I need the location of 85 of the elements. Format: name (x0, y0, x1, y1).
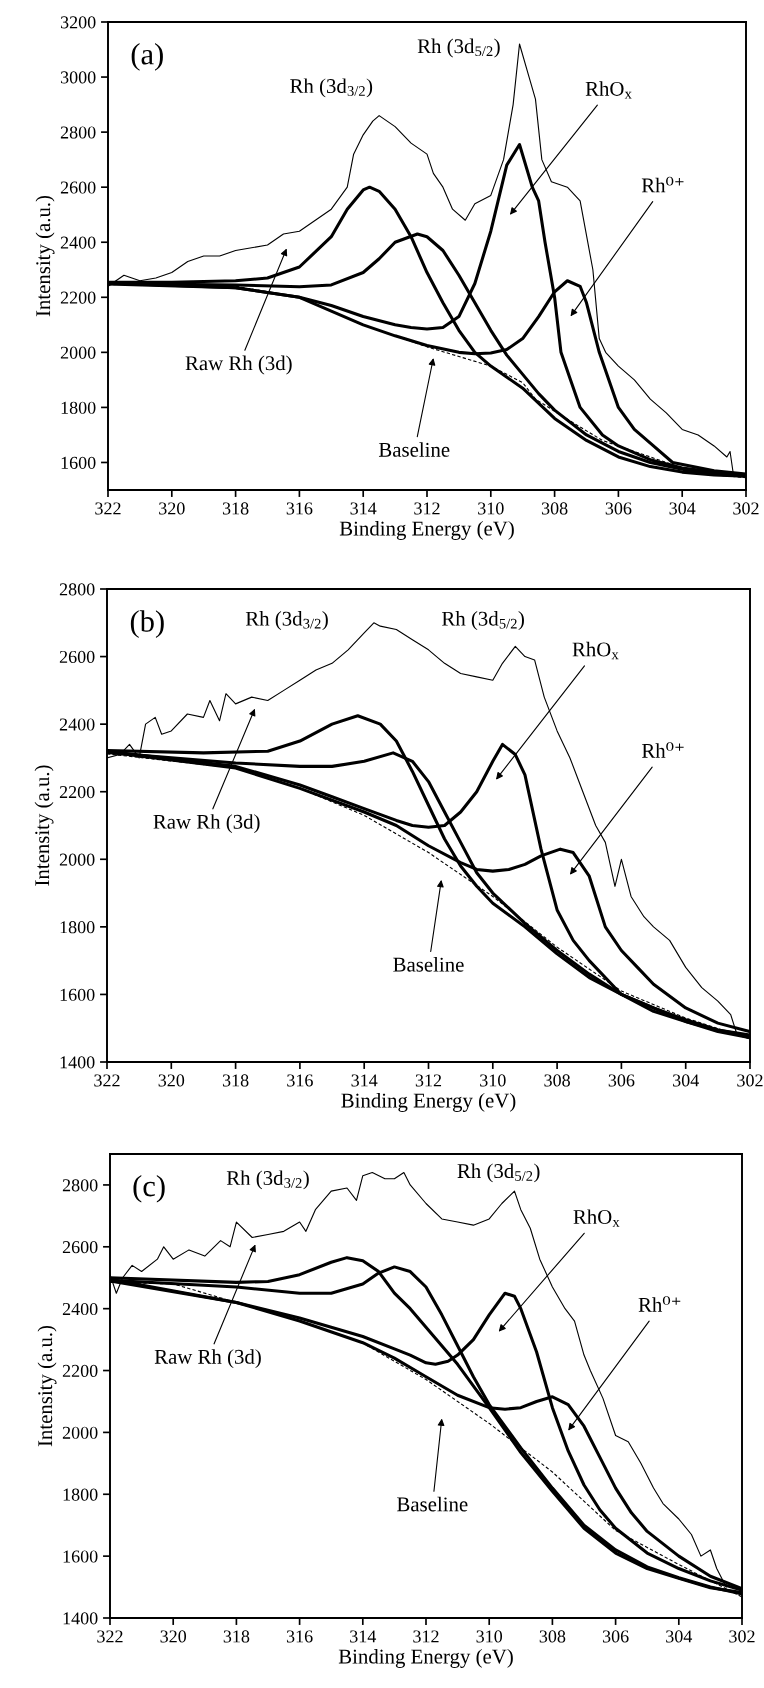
annotation: Rh (3d$_{3/2}$) (245, 611, 328, 630)
x-axis-title: Binding Energy (eV) (341, 1092, 516, 1112)
x-tick-label: 304 (666, 1630, 693, 1643)
y-tick-label: 1800 (61, 401, 96, 414)
y-tick-label: 2600 (62, 1241, 98, 1254)
annotation: RhO$_{x}$ (572, 641, 619, 660)
x-tick-label: 320 (160, 1630, 187, 1643)
text: (b) (130, 610, 164, 638)
x-tick-label: 310 (476, 1630, 503, 1643)
annotation: Baseline (393, 957, 464, 972)
x-tick-label: 304 (673, 1074, 699, 1087)
y-axis-title: Intensity (a.u.) (34, 765, 54, 886)
y-axis-title: Intensity (a.u.) (37, 1325, 57, 1447)
annotation: RhO$_{x}$ (585, 81, 632, 99)
x-tick-label: 306 (605, 502, 632, 515)
y-tick-label: 2800 (60, 126, 96, 139)
y-tick-label: 2600 (59, 650, 95, 664)
y-tick-label: 2600 (60, 181, 96, 194)
annotation: Rh (3d$_{5/2}$) (417, 38, 500, 58)
x-tick-label: 318 (223, 1630, 250, 1643)
y-tick-label: 1400 (63, 1612, 98, 1625)
y-tick-label: 2400 (59, 718, 95, 731)
x-tick-label: 302 (729, 1630, 755, 1643)
x-tick-label: 318 (222, 1074, 249, 1087)
x-tick-label: 320 (159, 502, 185, 515)
x-tick-label: 316 (286, 1630, 313, 1643)
y-tick-label: 1600 (61, 456, 96, 469)
x-axis-title: Binding Energy (eV) (338, 1648, 513, 1668)
annotation: Rh (3d$_{3/2}$) (290, 78, 373, 98)
x-tick-label: 314 (350, 502, 377, 515)
y-tick-label: 1400 (60, 1056, 95, 1069)
annotation: Baseline (378, 442, 450, 457)
x-tick-label: 302 (737, 1074, 763, 1087)
x-tick-label: 312 (414, 502, 440, 515)
y-tick-label: 2000 (62, 1426, 98, 1439)
x-tick-label: 308 (539, 1630, 566, 1643)
x-tick-label: 316 (287, 1074, 313, 1087)
annotation: RhO$_{x}$ (573, 1209, 620, 1227)
y-tick-label: 3000 (60, 71, 96, 84)
annotation: Baseline (397, 1496, 468, 1512)
x-tick-label: 320 (158, 1074, 185, 1087)
x-tick-label: 314 (350, 1630, 377, 1643)
annotation: Rh⁰⁺ (641, 176, 684, 193)
x-tick-label: 312 (413, 1630, 439, 1643)
x-tick-label: 306 (608, 1074, 635, 1087)
x-tick-label: 316 (286, 502, 313, 515)
x-tick-label: 304 (669, 502, 696, 515)
x-tick-label: 308 (544, 1074, 570, 1087)
x-tick-label: 306 (602, 1630, 629, 1643)
text: (c) (133, 1174, 165, 1203)
y-tick-label: 2000 (59, 853, 95, 866)
x-tick-label: 322 (94, 1074, 120, 1087)
annotation: Rh⁰⁺ (638, 1296, 681, 1312)
y-tick-label: 3200 (60, 16, 96, 29)
y-tick-label: 2000 (60, 346, 96, 359)
x-tick-label: 314 (351, 1074, 378, 1087)
y-tick-label: 2800 (62, 1179, 98, 1192)
y-tick-label: 1600 (60, 988, 95, 1001)
x-tick-label: 312 (415, 1074, 442, 1087)
x-tick-label: 302 (733, 502, 759, 515)
annotation: Rh⁰⁺ (641, 742, 684, 758)
annotation: Rh (3d$_{5/2}$) (457, 1163, 540, 1183)
y-axis-title: Intensity (a.u.) (35, 195, 55, 317)
x-axis-title: Binding Energy (eV) (339, 520, 514, 540)
y-tick-label: 2800 (59, 583, 95, 596)
x-tick-label: 310 (478, 502, 504, 515)
x-tick-label: 308 (541, 502, 568, 515)
annotation: Raw Rh (3d) (185, 355, 292, 375)
y-tick-label: 1600 (63, 1550, 98, 1563)
x-tick-label: 322 (97, 1630, 123, 1643)
annotation: Rh (3d$_{5/2}$) (441, 611, 524, 630)
text: (a) (131, 43, 163, 71)
y-tick-label: 2200 (59, 785, 95, 799)
y-tick-label: 2400 (62, 1302, 98, 1316)
y-tick-label: 2400 (60, 236, 96, 249)
x-tick-label: 322 (95, 502, 121, 515)
annotation: Raw Rh (3d) (154, 1349, 261, 1369)
x-tick-label: 318 (222, 502, 249, 515)
y-tick-label: 2200 (60, 291, 96, 304)
x-tick-label: 310 (480, 1074, 506, 1087)
y-tick-label: 2200 (62, 1364, 98, 1377)
y-tick-label: 1800 (63, 1488, 98, 1501)
annotation: Raw Rh (3d) (153, 814, 260, 834)
annotation: Rh (3d$_{3/2}$) (226, 1170, 309, 1190)
y-tick-label: 1800 (60, 921, 95, 934)
